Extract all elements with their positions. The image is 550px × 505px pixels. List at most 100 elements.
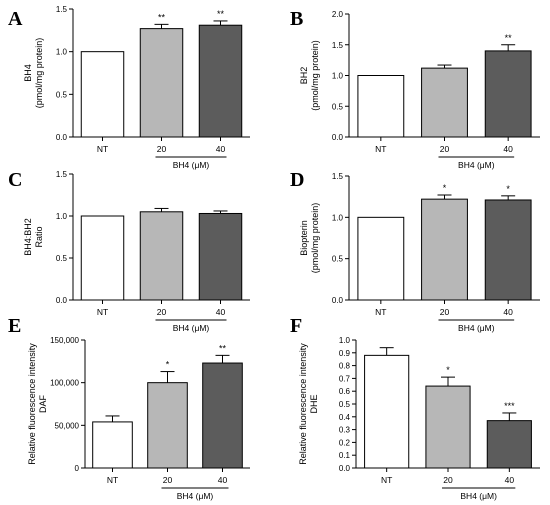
y-tick-label: 0.5 bbox=[56, 254, 68, 263]
x-category-label: NT bbox=[97, 144, 108, 154]
y-axis-label: BH4 bbox=[23, 64, 33, 82]
panel-letter: E bbox=[8, 315, 21, 337]
group-label: BH4 (μM) bbox=[460, 491, 497, 501]
significance-marker: ** bbox=[158, 12, 166, 22]
bar-20 bbox=[139, 28, 184, 138]
significance-marker: ** bbox=[505, 33, 513, 43]
group-label: BH4 (μM) bbox=[173, 160, 210, 170]
bar-nt bbox=[80, 51, 125, 138]
y-tick-label: 0.5 bbox=[56, 90, 68, 99]
x-category-label: 40 bbox=[505, 475, 515, 485]
y-tick-label: 1.5 bbox=[332, 172, 344, 181]
bar-40 bbox=[198, 212, 243, 301]
panel-a: A 0.0 0.5 1.0 1.5 BH4 (pmol/mg protein) NT ** 20 *… bbox=[8, 5, 250, 170]
y-tick-label: 0.8 bbox=[339, 362, 351, 371]
y-tick-label: 100,000 bbox=[50, 379, 79, 388]
x-category-label: NT bbox=[375, 307, 386, 317]
y-axis-label: BH4:BH2 bbox=[23, 218, 33, 256]
panel-letter: B bbox=[290, 8, 303, 30]
y-tick-label: 0.5 bbox=[332, 255, 344, 264]
significance-marker: *** bbox=[504, 401, 515, 411]
panel-letter: D bbox=[290, 169, 304, 191]
y-tick-label: 50,000 bbox=[55, 421, 80, 430]
y-tick-label: 2.0 bbox=[332, 10, 344, 19]
x-category-label: 40 bbox=[503, 144, 513, 154]
x-category-label: NT bbox=[381, 475, 392, 485]
y-tick-label: 0.5 bbox=[332, 102, 344, 111]
y-tick-label: 0.4 bbox=[339, 413, 351, 422]
panel-e: E 0 50,000 100,000 150,000 Relative fluoresce… bbox=[8, 315, 250, 501]
panel-letter: A bbox=[8, 8, 23, 30]
x-category-label: 20 bbox=[440, 144, 450, 154]
x-category-label: 40 bbox=[218, 475, 228, 485]
y-tick-label: 0.1 bbox=[339, 451, 351, 460]
x-category-label: 40 bbox=[503, 307, 513, 317]
y-tick-label: 1.5 bbox=[56, 5, 68, 14]
y-tick-label: 0.0 bbox=[56, 296, 68, 305]
x-category-label: 20 bbox=[163, 475, 173, 485]
bar-nt bbox=[364, 354, 410, 469]
y-tick-label: 1.0 bbox=[332, 72, 344, 81]
panel-letter: C bbox=[8, 169, 22, 191]
bar-20 bbox=[147, 382, 188, 469]
y-tick-label: 0.5 bbox=[339, 400, 351, 409]
x-category-label: NT bbox=[375, 144, 386, 154]
bar-40 bbox=[202, 362, 243, 469]
y-tick-label: 0.0 bbox=[332, 296, 344, 305]
y-axis-label: DHE bbox=[309, 394, 319, 413]
y-axis-label: DAF bbox=[38, 394, 48, 413]
group-label: BH4 (μM) bbox=[458, 160, 495, 170]
bar-20 bbox=[421, 67, 468, 138]
x-category-label: 20 bbox=[440, 307, 450, 317]
significance-marker: ** bbox=[217, 9, 225, 19]
x-category-label: 20 bbox=[157, 144, 167, 154]
y-tick-label: 1.0 bbox=[56, 212, 68, 221]
y-tick-label: 0 bbox=[75, 464, 80, 473]
y-tick-label: 150,000 bbox=[50, 336, 79, 345]
group-label: BH4 (μM) bbox=[177, 491, 214, 501]
x-category-label: 40 bbox=[216, 144, 226, 154]
y-tick-label: 0.7 bbox=[339, 374, 351, 383]
y-tick-label: 0.9 bbox=[339, 349, 351, 358]
bar-nt bbox=[357, 216, 405, 301]
significance-marker: * bbox=[506, 184, 510, 194]
y-tick-label: 1.5 bbox=[332, 41, 344, 50]
bar-20 bbox=[425, 385, 471, 469]
bar-40 bbox=[198, 24, 243, 138]
y-tick-label: 1.0 bbox=[332, 213, 344, 222]
y-tick-label: 0.0 bbox=[56, 133, 68, 142]
significance-marker: ** bbox=[219, 343, 227, 353]
x-category-label: NT bbox=[97, 307, 108, 317]
bar-nt bbox=[92, 421, 133, 469]
y-axis-label: Relative fluorescence intensity bbox=[27, 343, 37, 465]
panel-b: B 0.0 0.5 1.0 1.5 2.0 BH2 (pmol/mg protein) NT 20… bbox=[290, 8, 540, 170]
x-category-label: 20 bbox=[157, 307, 167, 317]
bar-nt bbox=[80, 215, 125, 301]
y-axis-label: Relative fluorescence intensity bbox=[298, 343, 308, 465]
y-tick-label: 1.0 bbox=[339, 336, 351, 345]
y-tick-label: 1.5 bbox=[56, 170, 68, 179]
y-tick-label: 0.0 bbox=[332, 133, 344, 142]
x-category-label: 20 bbox=[443, 475, 453, 485]
y-tick-label: 0.2 bbox=[339, 438, 351, 447]
y-tick-label: 0.0 bbox=[339, 464, 351, 473]
x-category-label: 40 bbox=[216, 307, 226, 317]
panel-f: F 0.0 0.1 0.2 0.3 0.4 0.5 0.6 0.7 0.8 0.9 1.0 Relati… bbox=[290, 315, 540, 501]
y-axis-label: Ratio bbox=[34, 226, 44, 247]
bar-40 bbox=[486, 420, 532, 469]
bar-20 bbox=[139, 211, 184, 301]
significance-marker: * bbox=[166, 360, 170, 370]
panel-c: C 0.0 0.5 1.0 1.5 BH4:BH2 Ratio NT 20 40 BH4 (μM) bbox=[8, 169, 250, 333]
group-label: BH4 (μM) bbox=[173, 323, 210, 333]
significance-marker: * bbox=[446, 365, 450, 375]
group-label: BH4 (μM) bbox=[458, 323, 495, 333]
bar-20 bbox=[421, 198, 468, 301]
y-axis-label: (pmol/mg protein) bbox=[310, 40, 320, 111]
panel-d: D 0.0 0.5 1.0 1.5 Biopterin (pmol/mg protein) N… bbox=[290, 169, 540, 333]
x-category-label: NT bbox=[107, 475, 118, 485]
y-axis-label: Biopterin bbox=[299, 220, 309, 256]
significance-marker: * bbox=[443, 183, 447, 193]
bar-40 bbox=[484, 50, 532, 138]
y-axis-label: (pmol/mg protein) bbox=[310, 203, 320, 274]
